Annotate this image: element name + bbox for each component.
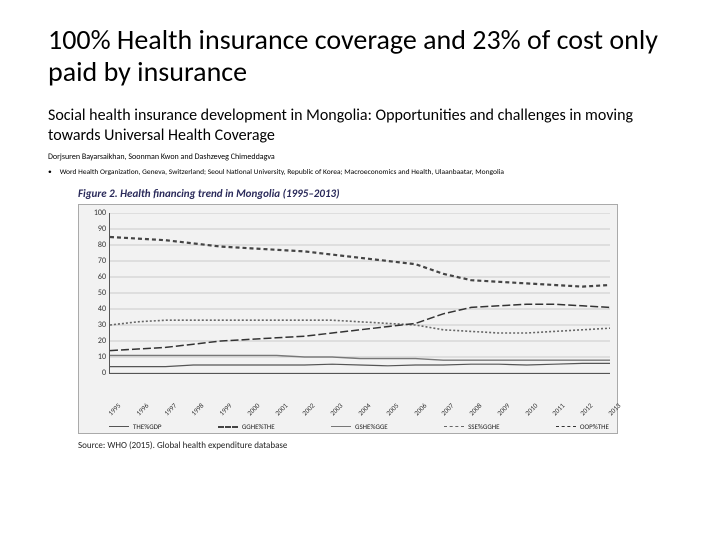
legend-item: THE%GDP xyxy=(109,422,162,431)
x-tick: 2003 xyxy=(328,401,344,417)
y-tick: 50 xyxy=(98,288,110,298)
x-tick: 2006 xyxy=(412,401,428,417)
authors-line: Dorjsuren Bayarsaikhan, Soonman Kwon and… xyxy=(48,152,672,162)
x-tick: 2010 xyxy=(523,401,539,417)
figure-source: Source: WHO (2015). Global health expend… xyxy=(78,440,618,451)
series-GGHE%THE xyxy=(110,237,610,287)
affiliation-line: • Word Health Organization, Geneva, Swit… xyxy=(48,168,672,177)
x-tick: 2007 xyxy=(439,401,455,417)
legend-swatch-icon xyxy=(109,426,129,427)
series-SSE%GGHE xyxy=(110,321,610,334)
x-tick: 2004 xyxy=(356,401,372,417)
series-THE%GDP xyxy=(110,364,610,367)
y-tick: 0 xyxy=(102,368,110,378)
y-tick: 40 xyxy=(98,304,110,314)
x-tick: 2001 xyxy=(273,401,289,417)
slide: 100% Health insurance coverage and 23% o… xyxy=(0,0,720,475)
legend-swatch-icon xyxy=(556,426,576,427)
y-tick: 70 xyxy=(98,256,110,266)
x-axis-labels: 1995 1996 1997 1998 1999 2000 2001 2002 2003 2004… xyxy=(109,401,609,415)
legend-label: SSE%GGHE xyxy=(468,422,499,431)
legend-swatch-icon xyxy=(331,426,351,427)
y-tick: 20 xyxy=(98,336,110,346)
y-tick: 90 xyxy=(98,224,110,234)
x-tick: 1995 xyxy=(106,401,122,417)
y-tick: 60 xyxy=(98,272,110,282)
series-GSHE%GGE xyxy=(110,356,610,361)
y-tick: 100 xyxy=(94,208,110,218)
affiliation-text: Word Health Organization, Geneva, Switze… xyxy=(60,168,504,177)
plot-area: 0102030405060708090100 xyxy=(109,213,610,374)
legend-label: GSHE%GGE xyxy=(355,422,388,431)
x-tick: 2000 xyxy=(245,401,261,417)
x-tick: 2009 xyxy=(495,401,511,417)
y-tick: 80 xyxy=(98,240,110,250)
page-title: 100% Health insurance coverage and 23% o… xyxy=(48,24,672,88)
chart-svg xyxy=(110,213,610,373)
legend-label: GGHE%THE xyxy=(242,422,275,431)
subtitle: Social health insurance development in M… xyxy=(48,106,672,146)
x-tick: 1997 xyxy=(162,401,178,417)
chart-box: 0102030405060708090100 19951996199719981… xyxy=(78,204,618,434)
y-tick: 30 xyxy=(98,320,110,330)
legend-label: OOP%THE xyxy=(580,422,609,431)
legend-swatch-icon xyxy=(444,426,464,427)
x-tick: 1996 xyxy=(134,401,150,417)
x-tick: 2012 xyxy=(578,401,594,417)
legend-swatch-icon xyxy=(218,426,238,428)
x-tick: 2011 xyxy=(550,401,566,417)
figure: Figure 2. Health financing trend in Mong… xyxy=(78,187,618,451)
legend-item: OOP%THE xyxy=(556,422,609,431)
legend-item: SSE%GGHE xyxy=(444,422,499,431)
x-tick: 2008 xyxy=(467,401,483,417)
legend-item: GGHE%THE xyxy=(218,422,275,431)
x-tick: 1998 xyxy=(189,401,205,417)
x-tick: 2013 xyxy=(606,401,622,417)
x-tick: 2002 xyxy=(300,401,316,417)
x-tick: 1999 xyxy=(217,401,233,417)
legend: THE%GDP GGHE%THE GSHE%GGE SSE%GGHE OOP%THE xyxy=(109,422,609,431)
bullet-icon: • xyxy=(48,168,58,177)
legend-item: GSHE%GGE xyxy=(331,422,388,431)
figure-caption: Figure 2. Health financing trend in Mong… xyxy=(78,187,618,200)
y-tick: 10 xyxy=(98,352,110,362)
series-OOP%THE xyxy=(110,305,610,351)
legend-label: THE%GDP xyxy=(133,422,162,431)
x-tick: 2005 xyxy=(384,401,400,417)
